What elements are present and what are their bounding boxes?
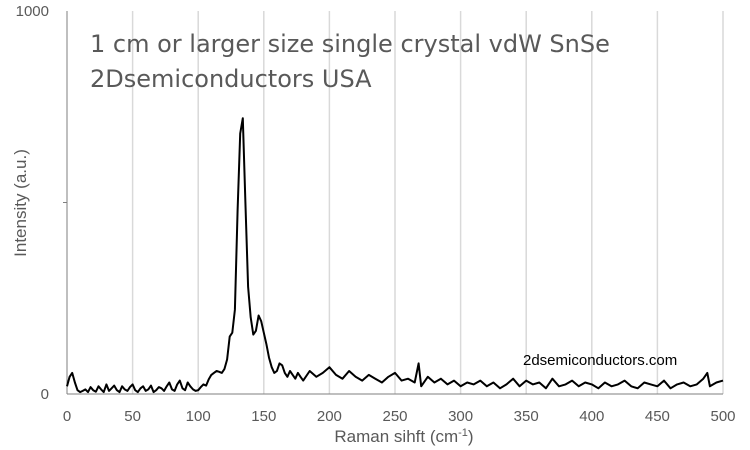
x-axis-title-main: Raman sihft (cm bbox=[334, 427, 458, 446]
annotation-line-2: 2Dsemiconductors USA bbox=[90, 65, 372, 93]
x-axis-title: Raman sihft (cm-1) bbox=[334, 427, 473, 446]
x-tick-label: 200 bbox=[317, 408, 342, 425]
y-tick-label: 1000 bbox=[16, 3, 49, 20]
x-axis-title-tail: ) bbox=[468, 427, 474, 446]
x-tick-label: 500 bbox=[710, 408, 735, 425]
x-tick-labels: 0 50 100 150 200 250 300 350 400 450 500 bbox=[63, 408, 736, 425]
x-tick-label: 100 bbox=[186, 408, 211, 425]
x-axis-title-sup: -1 bbox=[458, 427, 468, 439]
x-tick-label: 450 bbox=[645, 408, 670, 425]
x-tick-label: 150 bbox=[251, 408, 276, 425]
y-tick-label: 0 bbox=[41, 386, 49, 403]
watermark-text: 2dsemiconductors.com bbox=[523, 352, 677, 369]
x-tick-label: 50 bbox=[124, 408, 141, 425]
grid-lines bbox=[131, 11, 724, 394]
series-line bbox=[66, 117, 724, 394]
x-tick-label: 350 bbox=[514, 408, 539, 425]
x-tick-label: 400 bbox=[579, 408, 604, 425]
x-tick-label: 0 bbox=[63, 408, 71, 425]
annotation-line-1: 1 cm or larger size single crystal vdW S… bbox=[90, 30, 610, 58]
y-axis-title: Intensity (a.u.) bbox=[11, 149, 30, 257]
x-tick-label: 300 bbox=[448, 408, 473, 425]
x-tick-label: 250 bbox=[382, 408, 407, 425]
y-tick-labels: 0 1000 bbox=[16, 3, 49, 403]
